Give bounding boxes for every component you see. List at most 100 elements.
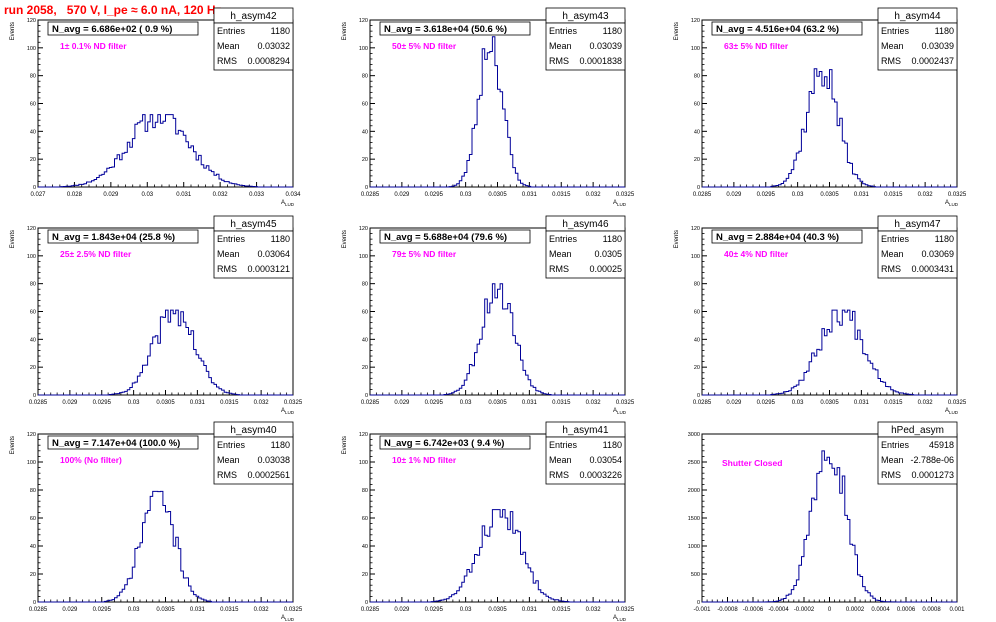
filter-label: 63± 5% ND filter: [724, 41, 789, 51]
y-tick-label: 0: [697, 393, 700, 399]
y-tick-label: 100: [27, 460, 36, 466]
x-tick-label: 0.0315: [552, 192, 571, 198]
x-tick-label: 0.0295: [757, 400, 776, 406]
stats-title: h_asym41: [562, 425, 609, 436]
x-tick-label: 0.0325: [948, 192, 967, 198]
x-tick-label: 0.032: [918, 192, 934, 198]
stats-title: h_asym47: [894, 219, 941, 230]
x-axis-label: ALUD: [613, 200, 627, 207]
stats-title: h_asym44: [894, 11, 941, 22]
stats-rms-value: 0.0002561: [247, 470, 290, 480]
stats-box: [877, 230, 958, 279]
stats-title: h_asym42: [230, 11, 277, 22]
stats-box: [213, 22, 294, 71]
y-tick-label: 100: [691, 46, 700, 52]
x-tick-label: 0.03: [460, 400, 472, 406]
x-tick-label: 0.0315: [220, 607, 239, 613]
x-tick-label: 0.029: [394, 607, 410, 613]
navg-box: [379, 229, 531, 244]
stats-box: [877, 436, 958, 485]
x-axis-label: ALUD: [281, 408, 295, 415]
x-tick-label: 0.031: [522, 192, 538, 198]
stats-box: [213, 436, 294, 485]
x-tick-label: 0.03: [792, 192, 804, 198]
x-tick-label: 0.029: [62, 607, 78, 613]
histogram-pad-h_asym42: 0.027 0.028 0.029 0.03 0.031 0.032 0.033 0.034 0…: [10, 7, 301, 207]
y-tick-label: 1000: [688, 544, 700, 550]
stats-title: hPed_asym: [891, 425, 944, 436]
x-tick-label: 0.031: [190, 400, 206, 406]
x-tick-label: 0.0305: [488, 400, 507, 406]
histogram-pad-h_asym44: 0.0285 0.029 0.0295 0.03 0.0305 0.031 0.0315 0.…: [674, 7, 967, 207]
x-tick-label: 0.0305: [488, 192, 507, 198]
x-tick-label: 0.031: [854, 192, 870, 198]
x-tick-label: 0.0285: [361, 192, 380, 198]
x-tick-label: 0.0305: [488, 607, 507, 613]
y-axis-label: Events: [10, 22, 16, 40]
x-tick-label: 0.031: [176, 192, 192, 198]
y-tick-label: 80: [30, 488, 36, 494]
stats-title: h_asym40: [230, 425, 277, 436]
stats-mean-label: Mean: [549, 455, 572, 465]
x-tick-label: 0.029: [62, 400, 78, 406]
x-tick-label: 0.03: [128, 607, 140, 613]
stats-entries-label: Entries: [881, 234, 910, 244]
y-tick-label: 120: [691, 18, 700, 24]
stats-rms-value: 0.0001273: [911, 470, 954, 480]
stats-entries-value: 1180: [271, 26, 290, 36]
y-tick-label: 100: [359, 46, 368, 52]
stats-entries-label: Entries: [549, 234, 578, 244]
histogram-pad-h_asym47: 0.0285 0.029 0.0295 0.03 0.0305 0.031 0.0315 0.…: [674, 215, 967, 415]
y-tick-label: 40: [362, 337, 368, 343]
x-tick-label: 0.029: [726, 400, 742, 406]
y-tick-label: 120: [359, 432, 368, 438]
stats-box: [877, 22, 958, 71]
y-tick-label: 20: [362, 365, 368, 371]
y-tick-label: 2000: [688, 488, 700, 494]
x-tick-label: 0.032: [586, 400, 602, 406]
x-tick-label: 0.0315: [884, 400, 903, 406]
stats-rms-label: RMS: [549, 264, 569, 274]
x-axis-label: ALUD: [945, 200, 959, 207]
y-tick-label: 20: [362, 572, 368, 578]
y-tick-label: 120: [359, 226, 368, 232]
stats-box: [213, 230, 294, 279]
histogram-series: [38, 309, 293, 396]
x-tick-label: 0.001: [949, 607, 965, 613]
stats-box: [545, 22, 626, 71]
x-tick-label: -0.001: [693, 607, 711, 613]
filter-label: 40± 4% ND filter: [724, 249, 789, 259]
y-tick-label: 60: [30, 516, 36, 522]
stats-rms-label: RMS: [217, 56, 237, 66]
x-tick-label: 0.0325: [284, 400, 303, 406]
y-tick-label: 40: [362, 129, 368, 135]
x-tick-label: 0.0305: [820, 192, 839, 198]
stats-entries-value: 1180: [935, 26, 954, 36]
x-tick-label: 0.031: [522, 400, 538, 406]
x-tick-label: 0.0006: [897, 607, 916, 613]
y-tick-label: 20: [30, 572, 36, 578]
x-tick-label: 0.0002: [846, 607, 865, 613]
x-axis-label: ALUD: [613, 615, 627, 622]
stats-entries-label: Entries: [549, 440, 578, 450]
stats-mean-label: Mean: [217, 41, 240, 51]
y-axis-label: Events: [342, 230, 348, 248]
y-tick-label: 0: [33, 393, 36, 399]
x-tick-label: 0.0295: [93, 400, 112, 406]
filter-label: Shutter Closed: [722, 458, 782, 468]
x-axis-label: ALUD: [281, 615, 295, 622]
y-tick-label: 40: [694, 129, 700, 135]
x-tick-label: 0.0305: [156, 607, 175, 613]
y-tick-label: 100: [359, 460, 368, 466]
stats-rms-label: RMS: [549, 56, 569, 66]
y-tick-label: 40: [694, 337, 700, 343]
stats-rms-value: 0.0002437: [911, 56, 954, 66]
x-tick-label: 0.032: [586, 192, 602, 198]
stats-entries-label: Entries: [217, 26, 246, 36]
x-tick-label: 0.0325: [284, 607, 303, 613]
stats-entries-value: 1180: [603, 26, 622, 36]
x-tick-label: 0.032: [254, 607, 270, 613]
y-tick-label: 0: [33, 600, 36, 606]
y-tick-label: 0: [697, 185, 700, 191]
